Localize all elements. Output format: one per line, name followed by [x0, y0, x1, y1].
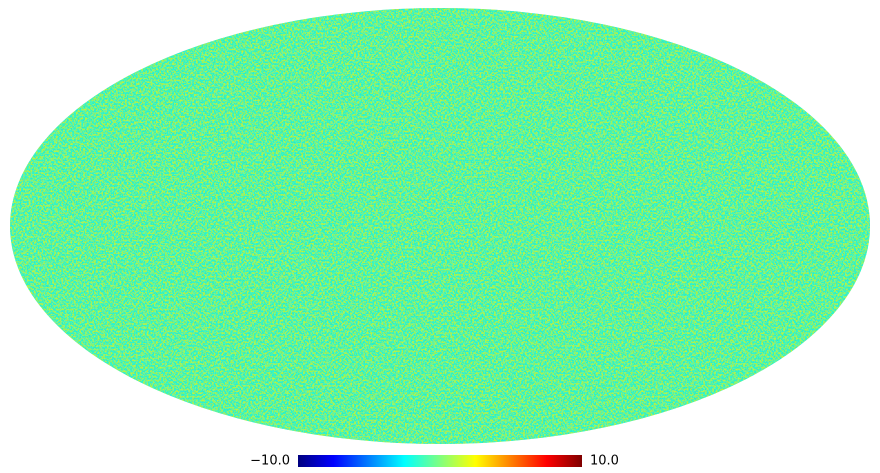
map-texture	[10, 8, 870, 444]
colorbar-tick-label: −10.0	[250, 454, 290, 469]
colorbar-tick-label: 10.0	[590, 454, 619, 469]
colorbar	[298, 455, 582, 467]
